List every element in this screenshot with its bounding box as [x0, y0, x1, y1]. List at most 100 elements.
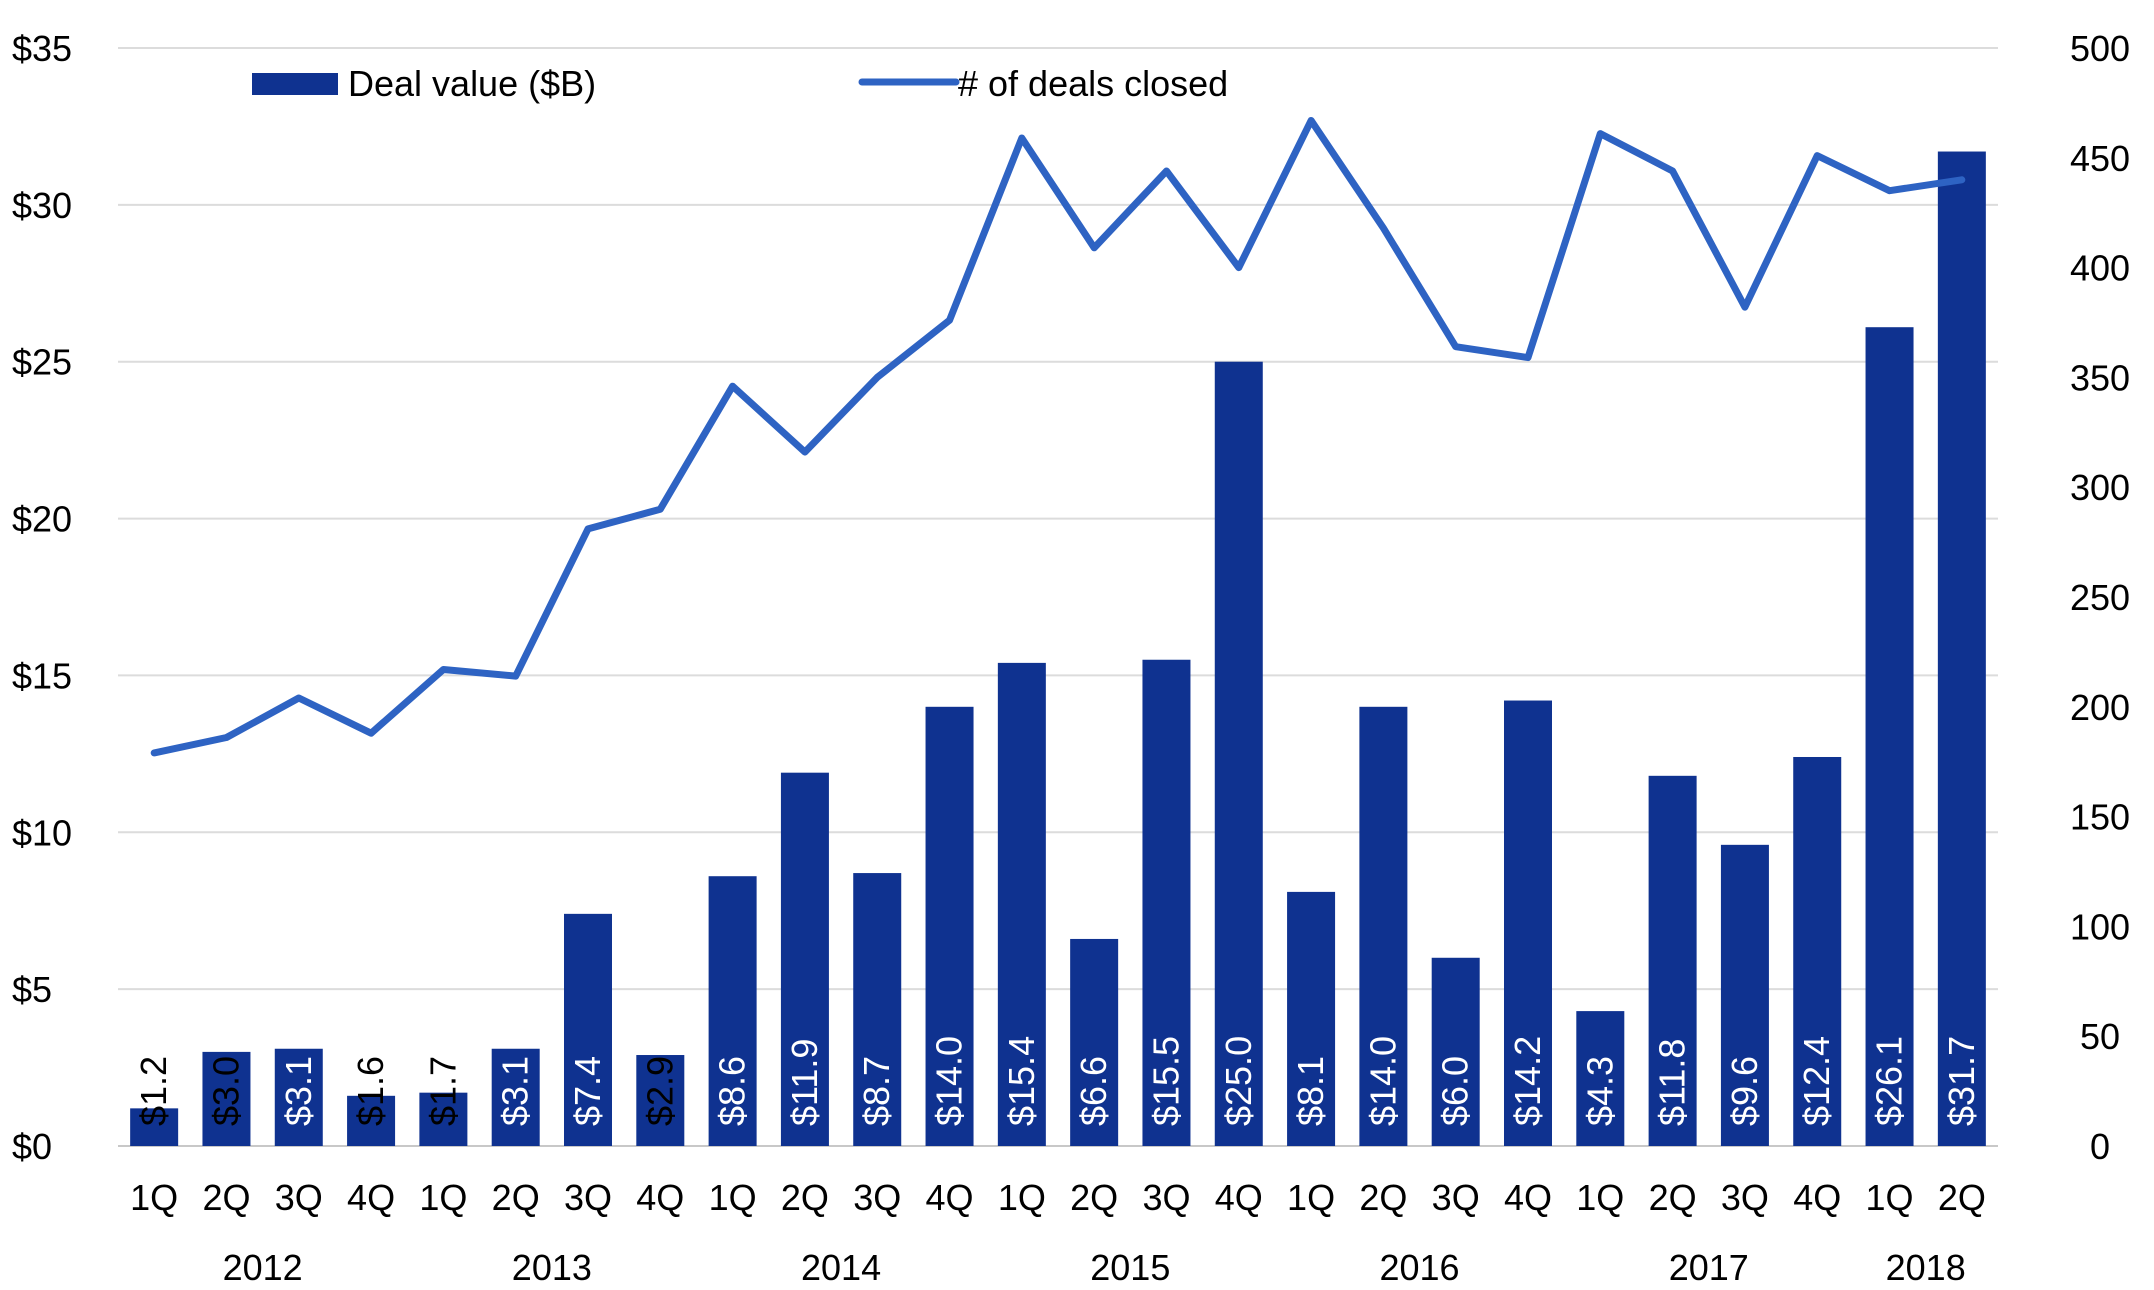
- year-label: 2014: [801, 1247, 881, 1288]
- bar: [491, 1048, 540, 1146]
- y-right-tick-label: 450: [2070, 138, 2130, 179]
- x-tick-label: 3Q: [1721, 1177, 1769, 1218]
- x-tick-label: 2Q: [1649, 1177, 1697, 1218]
- bar-data-label: $31.7: [1941, 1036, 1982, 1126]
- deals-line: [150, 117, 1966, 757]
- bar-data-label: $14.2: [1507, 1036, 1548, 1126]
- year-label: 2015: [1090, 1247, 1170, 1288]
- bar-data-label: $8.1: [1290, 1056, 1331, 1126]
- bar: [780, 772, 829, 1146]
- y-right-tick-label: 250: [2070, 577, 2130, 618]
- x-tick-label: 3Q: [1142, 1177, 1190, 1218]
- bar-data-label: $3.0: [205, 1056, 246, 1126]
- bar: [1865, 327, 1914, 1147]
- bar: [636, 1055, 685, 1146]
- year-label: 2012: [223, 1247, 303, 1288]
- bar: [419, 1092, 468, 1146]
- y-left-tick-label: $5: [12, 969, 52, 1010]
- bar: [1720, 844, 1769, 1146]
- x-tick-label: 3Q: [853, 1177, 901, 1218]
- x-tick-label: 2Q: [492, 1177, 540, 1218]
- line-series: [150, 117, 1966, 757]
- bar-data-label: $25.0: [1218, 1036, 1259, 1126]
- bar-data-label: $8.7: [856, 1056, 897, 1126]
- bar: [1070, 938, 1119, 1146]
- x-tick-label: 4Q: [636, 1177, 684, 1218]
- year-label: 2016: [1379, 1247, 1459, 1288]
- legend: Deal value ($B) # of deals closed: [252, 63, 1228, 104]
- x-tick-label: 4Q: [926, 1177, 974, 1218]
- bar-data-label: $15.4: [1001, 1036, 1042, 1126]
- y-left-tick-label: $30: [12, 185, 72, 226]
- y-left-tick-label: $10: [12, 812, 72, 853]
- x-tick-label: 1Q: [1576, 1177, 1624, 1218]
- y-right-tick-label: 400: [2070, 248, 2130, 289]
- x-tick-label: 4Q: [1504, 1177, 1552, 1218]
- bar: [1937, 151, 1986, 1147]
- bar: [708, 876, 757, 1146]
- bar-data-label: $1.6: [350, 1056, 391, 1126]
- bar-series: [130, 151, 1986, 1147]
- bar: [997, 662, 1046, 1146]
- bar-data-label: $1.7: [422, 1056, 463, 1126]
- year-label: 2018: [1886, 1247, 1966, 1288]
- bar: [1648, 775, 1697, 1146]
- bar-data-label: $9.6: [1724, 1056, 1765, 1126]
- y-right-tick-label: 50: [2080, 1016, 2120, 1057]
- bar-data-label: $11.8: [1652, 1039, 1693, 1126]
- bar-data-label: $11.9: [784, 1039, 825, 1126]
- y-left-tick-label: $25: [12, 342, 72, 383]
- bar: [202, 1051, 251, 1146]
- y-left-tick-label: $35: [12, 28, 72, 69]
- x-tick-label: 2Q: [781, 1177, 829, 1218]
- y-right-tick-label: 200: [2070, 687, 2130, 728]
- legend-bar-label: Deal value ($B): [348, 63, 596, 104]
- bar: [1576, 1011, 1625, 1146]
- bar: [1142, 659, 1191, 1146]
- x-tick-label: 1Q: [998, 1177, 1046, 1218]
- bar-data-label: $4.3: [1579, 1056, 1620, 1126]
- axes: $0 $5 $10 $15 $20 $25 $30 $35 0 50 100 150 200 250 300…: [12, 28, 2130, 1288]
- bar-data-label: $1.2: [133, 1056, 174, 1126]
- bar: [1504, 700, 1552, 1146]
- bar-data-label: $6.0: [1435, 1056, 1476, 1126]
- x-tick-label: 1Q: [130, 1177, 178, 1218]
- bar-data-label: $6.6: [1073, 1056, 1114, 1126]
- bar: [564, 913, 612, 1146]
- x-tick-label: 1Q: [709, 1177, 757, 1218]
- bar-data-labels: $1.2 $3.0 $3.1 $1.6 $1.7 $3.1 $7.4 $2.9 $8.6 $11.…: [133, 1036, 1982, 1126]
- x-tick-label: 4Q: [1215, 1177, 1263, 1218]
- bar-data-label: $15.5: [1145, 1036, 1186, 1126]
- x-tick-label: 2Q: [202, 1177, 250, 1218]
- bar: [1359, 706, 1408, 1146]
- bar: [1431, 957, 1480, 1146]
- bar: [1214, 361, 1263, 1146]
- bar-data-label: $7.4: [567, 1056, 608, 1126]
- x-tick-label: 2Q: [1070, 1177, 1118, 1218]
- bar: [1287, 891, 1336, 1146]
- bar: [925, 706, 974, 1146]
- bar-data-label: $3.1: [495, 1056, 536, 1126]
- bar-data-label: $14.0: [929, 1036, 970, 1126]
- year-label: 2013: [512, 1247, 592, 1288]
- x-tick-label: 1Q: [1866, 1177, 1914, 1218]
- legend-bar-swatch: [252, 73, 338, 95]
- bar-data-label: $26.1: [1869, 1036, 1910, 1126]
- bar: [130, 1108, 179, 1146]
- x-tick-label: 1Q: [1287, 1177, 1335, 1218]
- y-right-tick-label: 350: [2070, 357, 2130, 398]
- bar-data-label: $2.9: [639, 1056, 680, 1126]
- bar-data-label: $8.6: [712, 1056, 753, 1126]
- x-tick-label: 1Q: [419, 1177, 467, 1218]
- y-right-tick-label: 300: [2070, 467, 2130, 508]
- y-left-tick-label: $15: [12, 655, 72, 696]
- y-right-tick-label: 150: [2070, 797, 2130, 838]
- x-tick-label: 3Q: [275, 1177, 323, 1218]
- year-label: 2017: [1669, 1247, 1749, 1288]
- y-right-tick-label: 500: [2070, 28, 2130, 69]
- x-tick-label: 4Q: [347, 1177, 395, 1218]
- y-left-tick-label: $0: [12, 1126, 52, 1167]
- bar-data-label: $3.1: [278, 1056, 319, 1126]
- x-tick-label: 2Q: [1938, 1177, 1986, 1218]
